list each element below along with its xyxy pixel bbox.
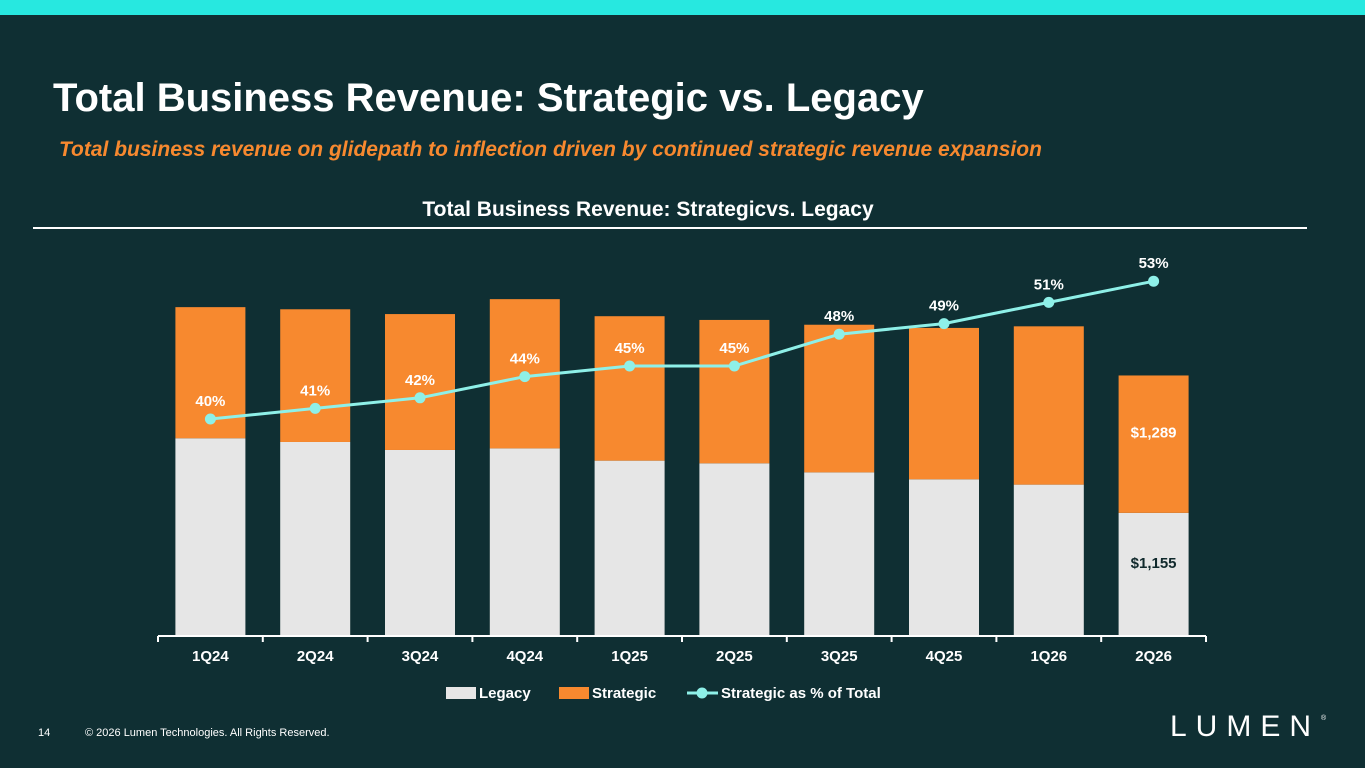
data-label-pct: 51% (1034, 276, 1064, 293)
x-tick-label: 2Q24 (297, 648, 334, 665)
line-point (204, 413, 216, 425)
line-point (519, 371, 531, 383)
line-point (1148, 275, 1160, 287)
legend-swatch-strategic (559, 687, 589, 699)
bar-legacy (1118, 512, 1189, 636)
data-label-pct: 40% (195, 393, 225, 410)
line-point (624, 360, 636, 372)
page-number: 14 (38, 727, 51, 739)
bar-legacy (909, 479, 979, 636)
line-point (728, 360, 740, 372)
bar-legacy (699, 463, 770, 636)
bar-strategic (280, 309, 351, 442)
bar-legacy (594, 460, 665, 636)
data-label-strategic: $1,289 (1131, 424, 1177, 441)
data-label-pct: 48% (824, 308, 854, 325)
data-label-pct: 53% (1139, 255, 1169, 272)
line-point (309, 402, 321, 414)
lumen-logo: LUMEN (1170, 710, 1321, 743)
x-tick-label: 4Q24 (506, 648, 543, 665)
bar-legacy (804, 472, 875, 636)
bar-strategic (385, 314, 455, 450)
bar-legacy (489, 448, 560, 636)
bar-strategic (909, 327, 979, 480)
bar-legacy (1013, 484, 1084, 636)
x-tick-label: 1Q25 (611, 648, 648, 665)
page-subtitle: Total business revenue on glidepath to i… (59, 138, 1042, 161)
legend-label-line: Strategic as % of Total (721, 685, 881, 702)
bar-legacy (385, 449, 455, 636)
data-label-pct: 45% (615, 340, 645, 357)
line-point (938, 318, 950, 330)
x-tick-label: 1Q26 (1030, 648, 1067, 665)
x-tick-label: 2Q26 (1135, 648, 1172, 665)
legend-label-strategic: Strategic (592, 685, 656, 702)
x-tick-label: 4Q25 (926, 648, 963, 665)
data-label-legacy: $1,155 (1131, 555, 1177, 572)
bar-legacy (280, 441, 351, 636)
bar-strategic (1013, 326, 1084, 485)
top-accent-band (0, 0, 1365, 15)
x-tick-label: 3Q25 (821, 648, 858, 665)
logo-registered-mark: ® (1321, 715, 1327, 722)
series-line-strategic-pct (210, 279, 1154, 421)
line-point (833, 328, 845, 340)
bar-strategic (594, 316, 665, 461)
bar-legacy (175, 438, 246, 636)
bar-strategic (804, 324, 875, 473)
legend-swatch-line-marker (696, 687, 708, 699)
line-point (1043, 296, 1055, 308)
copyright-text: © 2026 Lumen Technologies. All Rights Re… (85, 727, 330, 739)
bar-strategic (1118, 375, 1189, 513)
data-label-pct: 45% (719, 340, 749, 357)
data-label-pct: 49% (929, 298, 959, 315)
legend-swatch-legacy (446, 687, 476, 699)
data-label-pct: 42% (405, 372, 435, 389)
chart-title: Total Business Revenue: Strategicvs. Leg… (422, 198, 874, 221)
line-point (414, 392, 426, 404)
x-tick-label: 3Q24 (402, 648, 439, 665)
data-label-pct: 41% (300, 382, 330, 399)
x-tick-label: 2Q25 (716, 648, 753, 665)
bar-strategic (699, 319, 770, 464)
page-title: Total Business Revenue: Strategic vs. Le… (53, 76, 924, 120)
legend-label-legacy: Legacy (479, 685, 531, 702)
x-tick-label: 1Q24 (192, 648, 229, 665)
data-label-pct: 44% (510, 351, 540, 368)
